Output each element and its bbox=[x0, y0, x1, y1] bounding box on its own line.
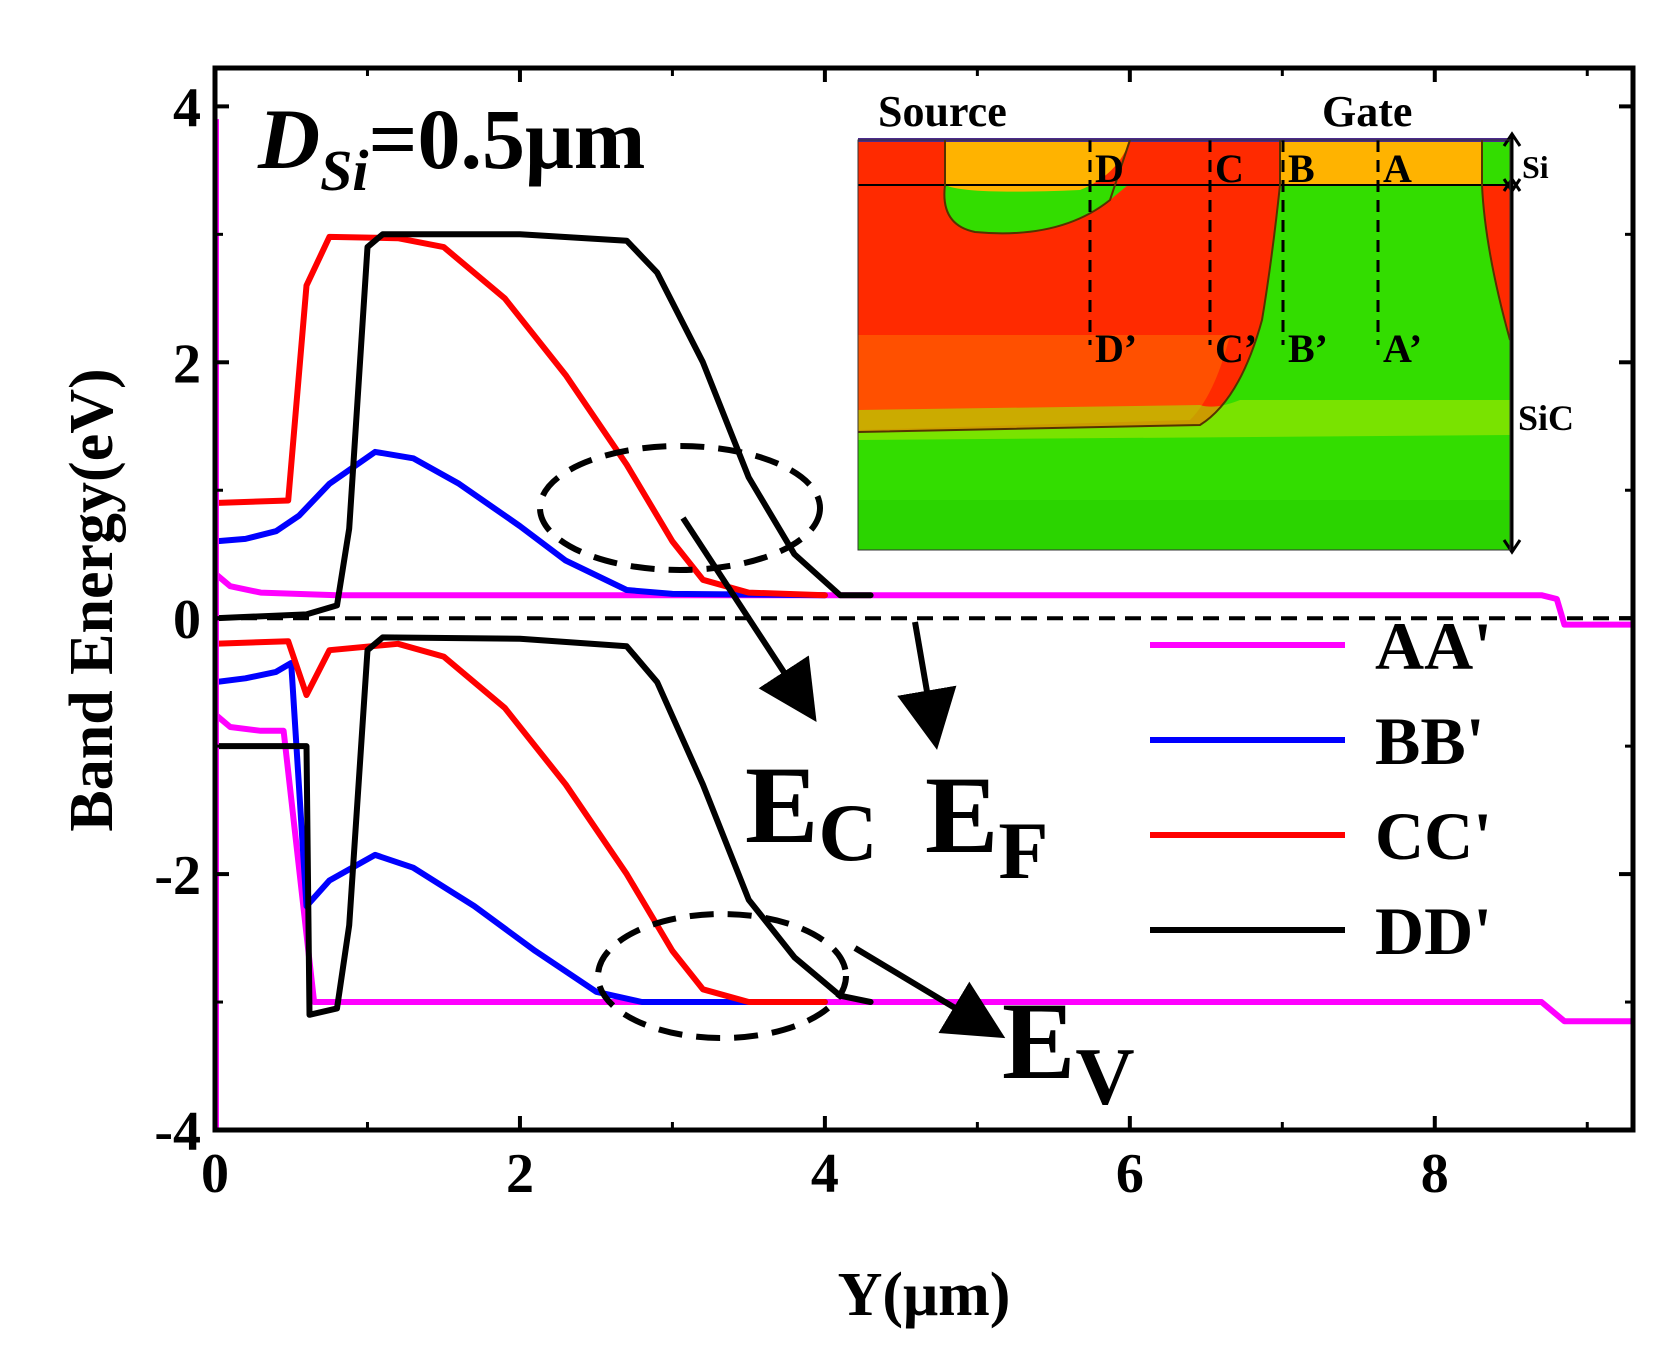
inset-label-si: Si bbox=[1522, 149, 1549, 185]
plot-frame bbox=[212, 65, 1636, 1133]
ef-label: EF bbox=[925, 754, 1048, 896]
inset-orange-right bbox=[1280, 140, 1482, 185]
inset-frame bbox=[857, 139, 1511, 551]
x-tick-label: 4 bbox=[811, 1143, 839, 1205]
panel-label-prefix: D bbox=[257, 91, 320, 187]
series-CC-ec-line bbox=[215, 233, 828, 599]
x-tick-label: 0 bbox=[201, 1143, 229, 1205]
inset-right-boundary bbox=[1481, 140, 1511, 341]
inset-well-boundary bbox=[943, 139, 1131, 235]
series-DD-ev-line bbox=[215, 634, 874, 1018]
legend-label-DD: DD' bbox=[1375, 893, 1492, 969]
cut-label-d-prime: D’ bbox=[1095, 326, 1137, 371]
x-axis-label: Y(μm) bbox=[838, 1261, 1011, 1329]
inset-orange-left bbox=[945, 140, 1130, 192]
ev-label-main: E bbox=[1002, 980, 1075, 1102]
ec-label-sub: C bbox=[818, 787, 877, 878]
ev-arrow bbox=[853, 945, 1006, 1039]
cut-label-c: C bbox=[1215, 146, 1244, 191]
y-tick-label: 0 bbox=[173, 589, 201, 651]
series-BB-ev-line bbox=[215, 660, 828, 1005]
series-DD-ec-line bbox=[215, 231, 874, 622]
inset-p-well bbox=[944, 185, 1128, 234]
ec-label: EC bbox=[745, 744, 878, 878]
series-AA-ev-line bbox=[215, 711, 1633, 1025]
inset-label-source: Source bbox=[878, 87, 1007, 136]
panel-label-suffix: =0.5μm bbox=[368, 91, 645, 187]
inset-label-sic: SiC bbox=[1518, 398, 1574, 438]
y-tick-label: 2 bbox=[173, 333, 201, 395]
ef-label-sub: F bbox=[998, 805, 1048, 896]
panel-label: DSi=0.5μm bbox=[257, 91, 645, 203]
y-axis-label: Band Energy(eV) bbox=[58, 368, 126, 831]
inset-depth-arrows bbox=[1502, 131, 1522, 555]
legend-label-CC: CC' bbox=[1375, 798, 1492, 874]
inset-sic-deep bbox=[858, 500, 1510, 550]
ev-label-sub: V bbox=[1075, 1031, 1134, 1122]
y-tick-label: 4 bbox=[173, 77, 201, 139]
ec-highlight-ellipse bbox=[537, 443, 823, 573]
ev-highlight-ellipse bbox=[595, 911, 849, 1041]
ev-label: EV bbox=[1002, 980, 1135, 1122]
device-inset: Source Gate Si SiC D C B A D’ C’ B’ A’ bbox=[857, 87, 1574, 555]
series-CC-ev-line bbox=[215, 638, 828, 1005]
ef-arrow bbox=[897, 621, 957, 750]
legend: AA' BB' CC' DD' bbox=[1150, 608, 1492, 969]
ec-arrow bbox=[680, 516, 817, 723]
series-BB-ec-line bbox=[215, 448, 828, 599]
inset-yellow-band bbox=[858, 400, 1510, 440]
cut-label-b: B bbox=[1288, 146, 1315, 191]
x-tick-label: 6 bbox=[1116, 1143, 1144, 1205]
inset-label-gate: Gate bbox=[1322, 87, 1412, 136]
panel-label-subscript: Si bbox=[320, 138, 368, 203]
cut-label-b-prime: B’ bbox=[1288, 326, 1328, 371]
legend-label-BB: BB' bbox=[1375, 703, 1485, 779]
cut-label-a: A bbox=[1383, 146, 1412, 191]
legend-label-AA: AA' bbox=[1375, 608, 1492, 684]
x-tick-label: 8 bbox=[1421, 1143, 1449, 1205]
inset-right-red bbox=[1482, 185, 1510, 340]
y-tick-label: -2 bbox=[154, 845, 201, 907]
ef-label-main: E bbox=[925, 754, 998, 876]
inset-junction-boundary bbox=[857, 140, 1281, 433]
cut-label-c-prime: C’ bbox=[1215, 326, 1257, 371]
cut-label-a-prime: A’ bbox=[1383, 326, 1422, 371]
ticks-layer: 0 2 4 6 8 -4 -2 0 2 4 bbox=[154, 68, 1633, 1205]
ec-label-main: E bbox=[745, 744, 818, 866]
cut-label-d: D bbox=[1095, 146, 1124, 191]
x-tick-label: 2 bbox=[506, 1143, 534, 1205]
y-tick-label: -4 bbox=[154, 1101, 201, 1163]
